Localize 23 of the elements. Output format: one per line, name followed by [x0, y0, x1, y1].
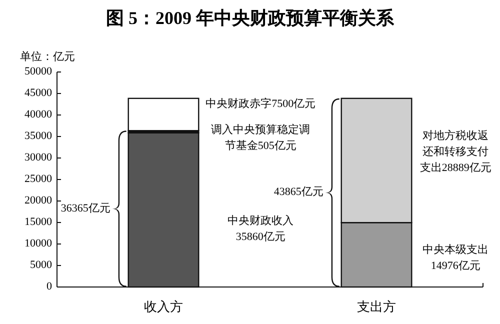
annotation: 中央本级支出14976亿元 [422, 242, 489, 272]
y-tick-label: 50000 [24, 66, 52, 78]
x-tick-label: 收入方 [144, 299, 183, 314]
y-tick-label: 35000 [24, 130, 52, 142]
y-tick-label: 25000 [24, 173, 52, 186]
y-tick-label: 5000 [30, 259, 52, 272]
y-tick-label: 40000 [24, 108, 52, 121]
bar [128, 98, 200, 132]
y-tick-label: 30000 [24, 152, 52, 164]
annotation: 36365亿元 [60, 202, 110, 214]
y-tick-label: 20000 [24, 194, 52, 207]
y-tick-label: 15000 [24, 216, 52, 228]
y-tick-label: 45000 [24, 87, 52, 100]
chart-title: 图 5：2009 年中央财政预算平衡关系 [106, 8, 395, 28]
y-axis-title: 单位：亿元 [20, 50, 75, 63]
y-tick-label: 10000 [24, 238, 52, 250]
annotation: 43865亿元 [274, 186, 324, 198]
annotation: 中央财政收入35860亿元 [228, 214, 294, 243]
x-tick-label: 支出方 [357, 299, 396, 314]
annotation: 对地方税收返还和转移支付支出28889亿元 [420, 128, 492, 174]
y-tick-label: 0 [46, 280, 52, 293]
annotation: 中央财政赤字7500亿元 [206, 96, 316, 110]
annotation: 调入中央预算稳定调节基金505亿元 [211, 122, 310, 152]
